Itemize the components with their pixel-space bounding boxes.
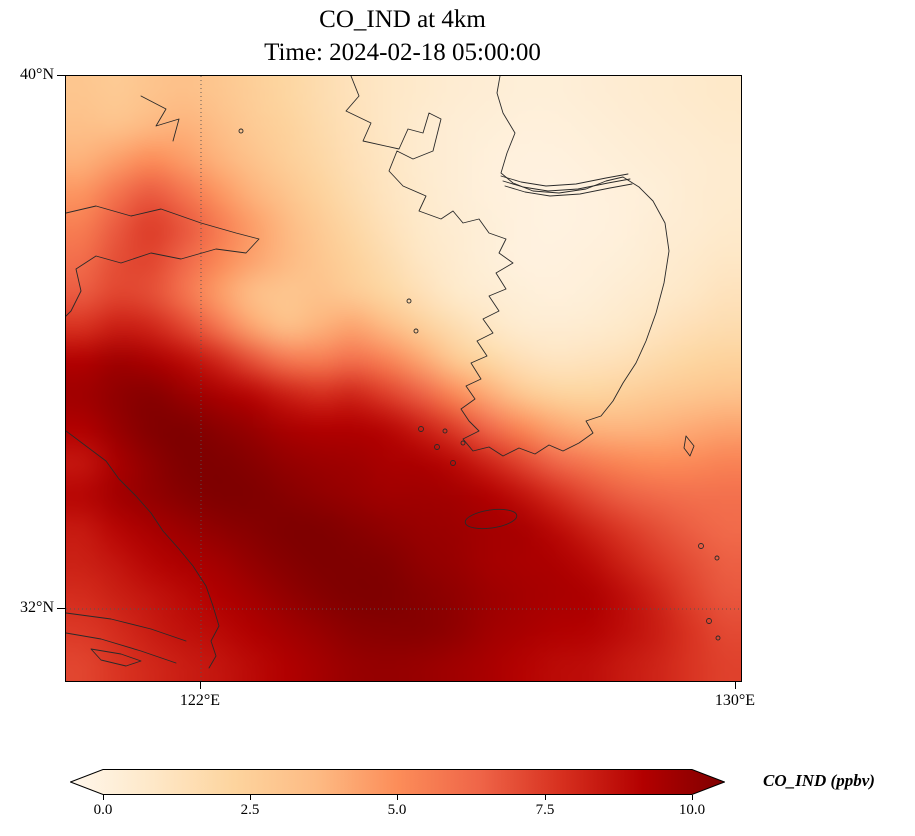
- lat-tick-label-32n: 32°N: [20, 599, 54, 616]
- colorbar: 0.0 2.5 5.0 7.5 10.0: [69, 769, 726, 821]
- colorbar-tick-1: [250, 795, 251, 800]
- lon-tick-label-130e: 130°E: [714, 692, 756, 709]
- lon-tick-122e: [199, 681, 201, 689]
- chart-subtitle: Time: 2024-02-18 05:00:00: [264, 38, 541, 66]
- title-block: CO_IND at 4km Time: 2024-02-18 05:00:00: [65, 4, 740, 69]
- map-plot: [65, 75, 742, 682]
- colorbar-tick-label-2: 5.0: [387, 802, 407, 818]
- lat-tick-label-40n: 40°N: [20, 66, 54, 83]
- lat-tick-32n: [57, 607, 65, 609]
- chart-title: CO_IND at 4km: [319, 6, 486, 33]
- lon-tick-130e: [734, 681, 736, 689]
- colorbar-tick-label-0: 0.0: [93, 802, 113, 818]
- colorbar-tick-4: [692, 795, 693, 800]
- colorbar-bar: [69, 769, 726, 795]
- colorbar-tick-label-4: 10.0: [678, 802, 706, 818]
- colorbar-tick-label-1: 2.5: [240, 802, 260, 818]
- colorbar-gradient-svg: [69, 769, 726, 795]
- colorbar-label: CO_IND (ppbv): [763, 771, 875, 790]
- colorbar-tick-2: [397, 795, 398, 800]
- colorbar-tick-0: [103, 795, 104, 800]
- colorbar-tick-label-3: 7.5: [535, 802, 555, 818]
- lon-tick-label-122e: 122°E: [179, 692, 221, 709]
- colorbar-tick-3: [545, 795, 546, 800]
- heatmap-canvas: [66, 76, 741, 681]
- lat-tick-40n: [57, 74, 65, 76]
